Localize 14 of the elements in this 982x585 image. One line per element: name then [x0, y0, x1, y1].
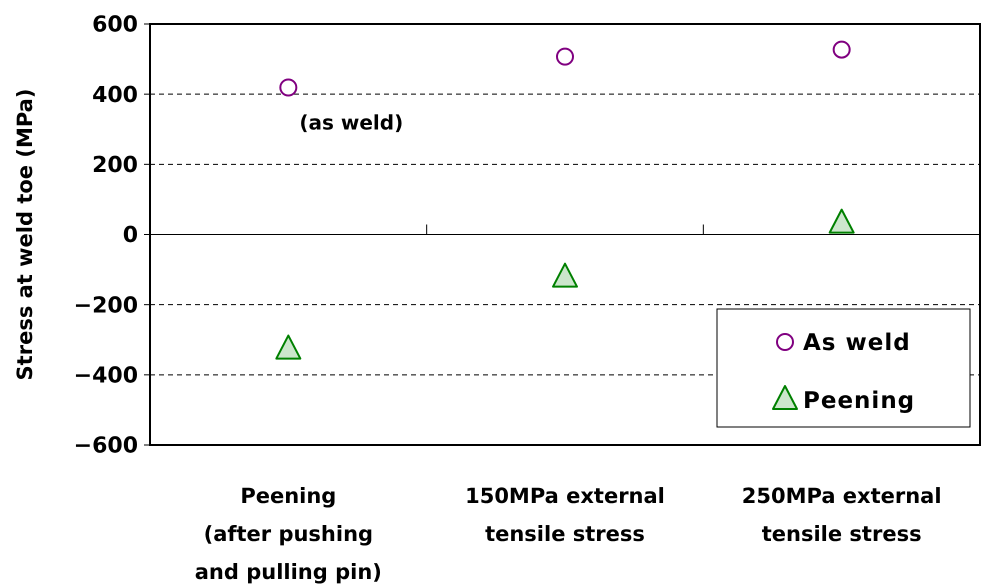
- y-tick-label: −200: [74, 293, 138, 318]
- x-tick-label: 250MPa external tensile stress: [742, 484, 942, 546]
- y-tick-label: −400: [74, 364, 138, 389]
- x-tick-label: 150MPa external tensile stress: [465, 484, 665, 546]
- annotation: (as weld): [299, 110, 404, 134]
- x-tick-label: Peening (after pushing and pulling pin): [194, 484, 382, 584]
- y-tick-label: 400: [92, 82, 138, 108]
- y-tick-label: 0: [122, 223, 138, 248]
- y-tick-label: −600: [74, 434, 138, 459]
- y-tick-label: 200: [92, 153, 138, 178]
- legend-label: As weld: [803, 330, 911, 356]
- legend-label: Peening: [803, 388, 916, 414]
- y-tick-label: 600: [92, 12, 138, 38]
- y-axis-title: Stress at weld toe (MPa): [13, 88, 37, 380]
